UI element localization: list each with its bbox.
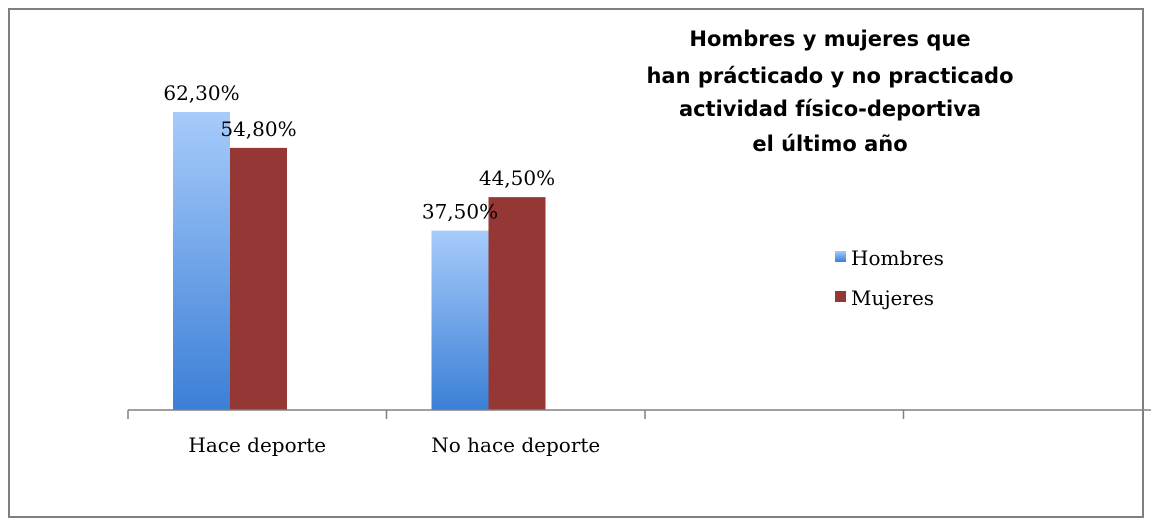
bar-mujeres-2	[488, 197, 546, 410]
value-label-mujeres-2: 44,50%	[479, 166, 555, 190]
bar-hombres-1	[173, 112, 230, 410]
x-axis-tick-labels: Hace deporte No hace deporte	[188, 433, 600, 457]
x-axis-ticks	[127, 410, 905, 419]
legend: Hombres Mujeres	[835, 246, 944, 310]
chart-title: Hombres y mujeres que han prácticado y n…	[646, 27, 1013, 156]
legend-item-mujeres: Mujeres	[835, 286, 934, 310]
value-label-mujeres-1: 54,80%	[220, 117, 296, 141]
value-label-hombres-1: 62,30%	[163, 81, 239, 105]
chart-title-line-3: actividad físico-deportiva	[679, 97, 981, 121]
legend-swatch-mujeres	[835, 291, 846, 302]
x-tick-label-2: No hace deporte	[431, 433, 600, 457]
legend-label-hombres: Hombres	[851, 246, 944, 270]
chart-title-line-2: han prácticado y no practicado	[646, 64, 1013, 88]
bar-hombres-2	[431, 230, 489, 410]
legend-label-mujeres: Mujeres	[851, 286, 934, 310]
x-tick-label-1: Hace deporte	[188, 433, 326, 457]
bar-mujeres-1	[230, 147, 287, 410]
value-label-hombres-2: 37,50%	[422, 200, 498, 224]
chart-title-line-1: Hombres y mujeres que	[689, 27, 970, 51]
value-labels-group: 62,30% 37,50% 54,80% 44,50%	[163, 81, 555, 224]
legend-item-hombres: Hombres	[835, 246, 944, 270]
bars-group	[173, 112, 546, 410]
chart-title-line-4: el último año	[752, 132, 907, 156]
legend-swatch-hombres	[835, 251, 846, 262]
